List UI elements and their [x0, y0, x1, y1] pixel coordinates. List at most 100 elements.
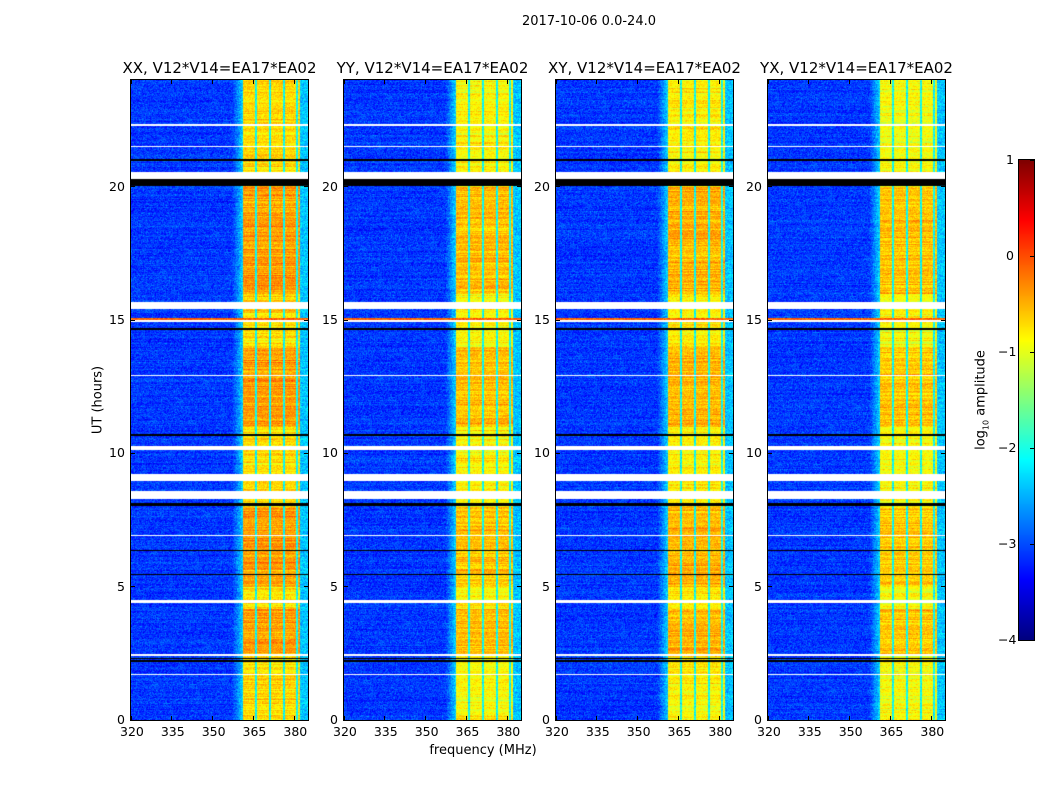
x-tick-label: 365 [667, 724, 692, 739]
x-axis-label: frequency (MHz) [429, 743, 537, 758]
y-tick [131, 586, 135, 588]
x-tick-top [171, 80, 173, 84]
y-tick-label: 10 [534, 445, 550, 461]
x-tick-label: 335 [797, 724, 822, 739]
x-tick-top [212, 80, 214, 84]
x-tick-label: 320 [333, 724, 357, 739]
y-tick-right [941, 319, 945, 321]
x-tick-label: 320 [545, 724, 569, 739]
y-tick [344, 186, 348, 188]
y-tick-right [941, 452, 945, 454]
y-tick-right [304, 719, 308, 721]
colorbar-tick [1030, 255, 1034, 257]
y-tick-right [729, 186, 733, 188]
y-axis-label: UT (hours) [90, 365, 106, 435]
x-tick-label: 335 [585, 724, 610, 739]
x-tick-top [293, 80, 295, 84]
x-tick-label: 380 [496, 724, 521, 739]
heatmap-panel [130, 79, 309, 721]
x-tick-label: 365 [879, 724, 904, 739]
x-tick [212, 716, 214, 720]
y-tick-label: 0 [754, 712, 762, 727]
y-tick-label: 5 [117, 578, 125, 594]
x-tick-top [343, 80, 345, 84]
x-tick [849, 716, 851, 720]
y-tick-right [729, 319, 733, 321]
y-tick [556, 319, 560, 321]
x-tick [555, 716, 557, 720]
y-tick-right [729, 586, 733, 588]
x-tick-top [808, 80, 810, 84]
y-tick-right [941, 586, 945, 588]
x-tick-label: 350 [626, 724, 651, 739]
y-tick-label: 20 [746, 178, 762, 194]
x-tick [930, 716, 932, 720]
y-tick-label: 5 [330, 578, 338, 594]
y-tick [344, 319, 348, 321]
x-tick [171, 716, 173, 720]
y-tick-label: 10 [746, 445, 762, 461]
x-tick [506, 716, 508, 720]
x-tick-top [384, 80, 386, 84]
y-tick-right [941, 719, 945, 721]
y-tick-right [517, 186, 521, 188]
x-tick [130, 716, 132, 720]
x-tick [678, 716, 680, 720]
y-tick-right [517, 319, 521, 321]
x-tick-top [890, 80, 892, 84]
y-tick [556, 186, 560, 188]
heatmap-image [344, 80, 521, 720]
y-tick-right [729, 719, 733, 721]
x-tick-label: 320 [757, 724, 781, 739]
x-tick [253, 716, 255, 720]
y-tick-label: 0 [117, 712, 125, 727]
figure-title: 2017-10-06 0.0-24.0 [522, 14, 656, 29]
colorbar-tick [1030, 543, 1034, 545]
x-tick-label: 380 [708, 724, 733, 739]
y-tick-label: 5 [542, 578, 550, 594]
colorbar-tick-label: −1 [998, 344, 1017, 359]
colorbar-tick-label: 0 [1006, 248, 1014, 263]
colorbar-tick-label: −3 [998, 536, 1017, 551]
x-tick-top [718, 80, 720, 84]
y-tick [556, 452, 560, 454]
y-tick-label: 20 [322, 178, 338, 194]
y-tick [768, 319, 772, 321]
heatmap-panel [555, 79, 734, 721]
y-tick [768, 719, 772, 721]
heatmap-image [131, 80, 308, 720]
y-tick-right [304, 586, 308, 588]
x-tick-label: 380 [283, 724, 308, 739]
x-tick [767, 716, 769, 720]
y-tick-label: 0 [542, 712, 550, 727]
y-tick [344, 586, 348, 588]
colorbar-tick-label: −2 [998, 440, 1017, 455]
x-tick-label: 335 [160, 724, 185, 739]
x-tick-label: 365 [455, 724, 480, 739]
x-tick-label: 320 [120, 724, 144, 739]
panel-title: XY, V12*V14=EA17*EA02 [548, 59, 741, 77]
x-tick-top [596, 80, 598, 84]
colorbar-tick [1030, 639, 1034, 641]
x-tick [466, 716, 468, 720]
heatmap-panel [343, 79, 522, 721]
x-tick-label: 350 [201, 724, 226, 739]
x-tick [425, 716, 427, 720]
y-tick [768, 586, 772, 588]
y-tick-right [517, 586, 521, 588]
y-tick [344, 452, 348, 454]
colorbar-label-suffix: amplitude [973, 350, 989, 420]
colorbar-tick-label: −4 [998, 632, 1017, 647]
colorbar-gradient [1019, 160, 1034, 640]
x-tick [384, 716, 386, 720]
y-tick-label: 0 [330, 712, 338, 727]
y-tick [344, 719, 348, 721]
x-tick-label: 335 [373, 724, 398, 739]
colorbar-tick [1030, 351, 1034, 353]
x-tick-top [253, 80, 255, 84]
x-tick [718, 716, 720, 720]
y-tick-label: 20 [534, 178, 550, 194]
y-tick-right [729, 452, 733, 454]
y-tick-label: 15 [322, 312, 338, 327]
heatmap-image [556, 80, 733, 720]
